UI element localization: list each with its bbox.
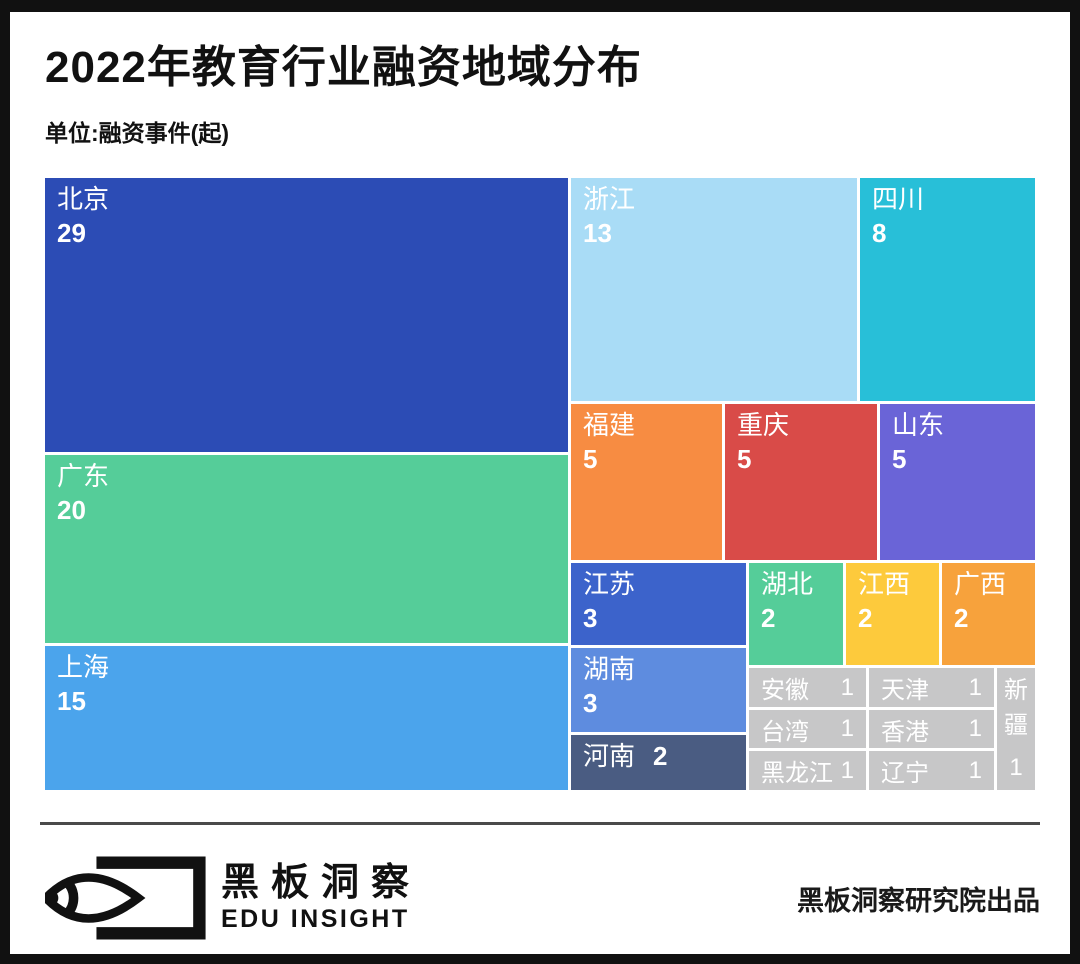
treemap-tile-山东: 山东 5 [880, 404, 1035, 560]
eye-logo-icon [45, 856, 206, 940]
treemap-tile-福建: 福建 5 [571, 404, 722, 560]
treemap-tile-广东: 广东 20 [45, 455, 568, 643]
treemap-tile-天津: 天津 1 [869, 668, 994, 707]
tile-value: 3 [583, 602, 598, 633]
tile-value: 1 [840, 673, 854, 701]
treemap-tile-香港: 香港 1 [869, 710, 994, 748]
tile-label: 台湾 [761, 718, 809, 746]
tile-label: 河南 [583, 741, 636, 771]
tile-label: 重庆 [737, 410, 790, 440]
logo-text: 黑板洞察 EDU INSIGHT [221, 862, 421, 935]
treemap-tile-广西: 广西 2 [942, 563, 1035, 665]
treemap-tile-黑龙江: 黑龙江 1 [749, 751, 866, 790]
tile-value: 1 [968, 756, 982, 784]
footer: 黑板洞察 EDU INSIGHT 黑板洞察研究院出品 [45, 848, 1040, 948]
tile-value: 29 [57, 217, 86, 248]
treemap-tile-安徽: 安徽 1 [749, 668, 866, 707]
tile-value: 13 [583, 217, 612, 248]
treemap-tile-河南: 河南 2 [571, 735, 746, 790]
tile-value: 3 [583, 687, 598, 718]
tile-label: 新疆 [1004, 677, 1028, 739]
tile-label: 天津 [881, 677, 929, 704]
unit-label: 单位:融资事件(起) [45, 120, 229, 146]
tile-label: 江西 [858, 569, 911, 599]
tile-label: 上海 [57, 652, 110, 682]
treemap-tile-江西: 江西 2 [846, 563, 939, 665]
tile-label: 福建 [583, 410, 636, 440]
tile-value: 20 [57, 494, 86, 525]
footer-divider [40, 822, 1040, 825]
tile-value: 2 [954, 602, 969, 633]
page-title: 2022年教育行业融资地域分布 [45, 43, 642, 92]
tile-label: 湖北 [761, 569, 814, 599]
treemap-tile-江苏: 江苏 3 [571, 563, 746, 645]
logo-cn-text: 黑板洞察 [221, 861, 422, 904]
tile-value: 15 [57, 685, 86, 716]
tile-value: 2 [653, 741, 668, 771]
edu-insight-logo: 黑板洞察 EDU INSIGHT [45, 855, 421, 941]
logo-en-text: EDU INSIGHT [221, 905, 410, 934]
credit-text: 黑板洞察研究院出品 [797, 885, 1040, 916]
tile-label: 浙江 [583, 184, 636, 214]
treemap-tile-上海: 上海 15 [45, 646, 568, 790]
treemap-chart: 北京 29 广东 20 上海 15 浙江 13 四川 8 福建 5 重庆 5 山东 5 江苏 3 湖南 3 河南 2 湖北 2… [45, 178, 1035, 790]
treemap-tile-湖南: 湖南 3 [571, 648, 746, 732]
treemap-tile-重庆: 重庆 5 [725, 404, 877, 560]
tile-label: 山东 [892, 410, 945, 440]
tile-value: 1 [968, 673, 982, 701]
tile-value: 5 [892, 443, 907, 474]
tile-value: 1 [1009, 754, 1023, 781]
tile-label: 广东 [57, 461, 110, 491]
tile-value: 1 [840, 756, 854, 784]
treemap-tile-湖北: 湖北 2 [749, 563, 843, 665]
treemap-tile-四川: 四川 8 [860, 178, 1035, 401]
tile-value: 5 [583, 443, 598, 474]
infographic-canvas: 2022年教育行业融资地域分布 单位:融资事件(起) 北京 29 广东 20 上海 15 浙… [10, 12, 1070, 954]
tile-value: 5 [737, 443, 752, 474]
tile-label: 辽宁 [881, 760, 929, 787]
treemap-tile-新疆: 新疆 1 [997, 668, 1035, 790]
tile-label: 湖南 [583, 654, 636, 684]
tile-value: 2 [761, 602, 776, 633]
treemap-tile-北京: 北京 29 [45, 178, 568, 452]
treemap-tile-浙江: 浙江 13 [571, 178, 857, 401]
tile-label: 广西 [954, 569, 1007, 599]
tile-value: 8 [872, 217, 887, 248]
treemap-tile-辽宁: 辽宁 1 [869, 751, 994, 790]
tile-label: 四川 [872, 184, 925, 214]
tile-value: 2 [858, 602, 873, 633]
tile-value: 1 [840, 715, 854, 742]
tile-label: 江苏 [583, 569, 636, 599]
tile-value: 1 [968, 715, 982, 742]
tile-label: 安徽 [761, 677, 809, 704]
tile-label: 黑龙江 [761, 760, 833, 787]
tile-label: 香港 [881, 718, 929, 746]
treemap-tile-台湾: 台湾 1 [749, 710, 866, 748]
tile-label: 北京 [57, 184, 110, 214]
